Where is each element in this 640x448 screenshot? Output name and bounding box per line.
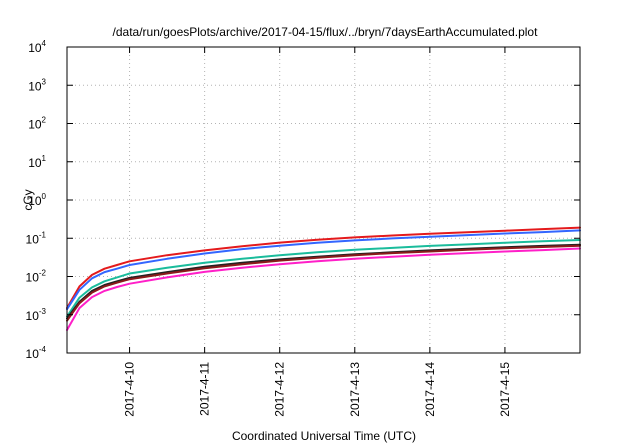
plot-series — [66, 226, 581, 331]
series-line-5 — [66, 244, 581, 322]
x-axis: 2017-4-10 2017-4-11 2017-4-12 2017-4-13 2017… — [123, 47, 512, 417]
series-line-1 — [66, 226, 581, 309]
y-tick-label: 103 — [28, 77, 46, 93]
y-axis: 10-4 10-3 10-2 10-1 100 101 102 103 104 — [26, 39, 580, 361]
x-tick-label: 2017-4-11 — [198, 362, 212, 416]
y-tick-label: 102 — [28, 116, 46, 132]
y-tick-label: 10-2 — [26, 269, 47, 285]
y-axis-label: cGy — [21, 189, 35, 210]
x-axis-label: Coordinated Universal Time (UTC) — [232, 429, 416, 443]
x-tick-label: 2017-4-14 — [423, 362, 437, 417]
series-line-3 — [66, 239, 581, 318]
y-tick-label: 10-3 — [26, 307, 47, 323]
y-tick-label: 10-1 — [26, 230, 47, 246]
chart-title: /data/run/goesPlots/archive/2017-04-15/f… — [113, 25, 539, 39]
x-tick-label: 2017-4-12 — [273, 362, 287, 417]
y-tick-label: 104 — [28, 39, 46, 55]
y-tick-label: 100 — [28, 192, 46, 208]
y-tick-label: 101 — [28, 154, 46, 170]
grid — [67, 47, 580, 353]
series-line-6 — [66, 247, 581, 331]
x-tick-label: 2017-4-13 — [348, 362, 362, 417]
x-tick-label: 2017-4-10 — [123, 362, 137, 417]
series-line-2 — [66, 229, 581, 311]
x-tick-label: 2017-4-15 — [498, 362, 512, 417]
y-tick-label: 10-4 — [26, 345, 47, 361]
